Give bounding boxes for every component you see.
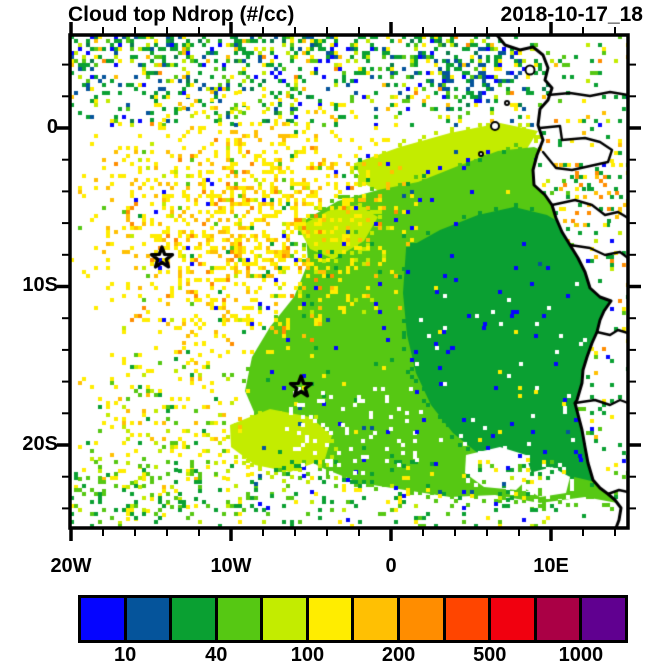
colorbar-cell xyxy=(536,598,580,640)
y-tick-label: 10S xyxy=(22,274,58,296)
colorbar-cell xyxy=(217,598,261,640)
colorbar-label: 40 xyxy=(205,644,228,666)
ndrop-colorbar xyxy=(78,595,628,643)
colorbar-cell xyxy=(81,598,124,640)
plot-title: Cloud top Ndrop (#/cc) xyxy=(68,3,295,26)
colorbar-cell xyxy=(491,598,534,640)
colorbar-label: 100 xyxy=(290,644,325,666)
colorbar-cell xyxy=(354,598,398,640)
x-tick-label: 10W xyxy=(210,555,252,577)
colorbar-label: 1000 xyxy=(558,644,604,666)
colorbar-cell xyxy=(400,598,443,640)
colorbar-label: 200 xyxy=(381,644,416,666)
colorbar-cell xyxy=(308,598,352,640)
x-tick-label: 20W xyxy=(50,555,92,577)
colorbar-label: 10 xyxy=(113,644,137,666)
y-tick-label: 20S xyxy=(22,433,58,455)
colorbar-cell xyxy=(172,598,215,640)
colorbar-cell xyxy=(582,598,625,640)
ndrop-field-map xyxy=(70,35,628,528)
colorbar-cell xyxy=(263,598,306,640)
colorbar-cell xyxy=(126,598,170,640)
colorbar-label: 500 xyxy=(473,644,507,666)
plot-timestamp: 2018-10-17_18 xyxy=(500,3,643,26)
colorbar-cell xyxy=(445,598,489,640)
y-tick-label: 0 xyxy=(46,116,58,138)
x-tick-label: 10E xyxy=(533,555,569,577)
x-tick-label: 0 xyxy=(385,555,397,577)
